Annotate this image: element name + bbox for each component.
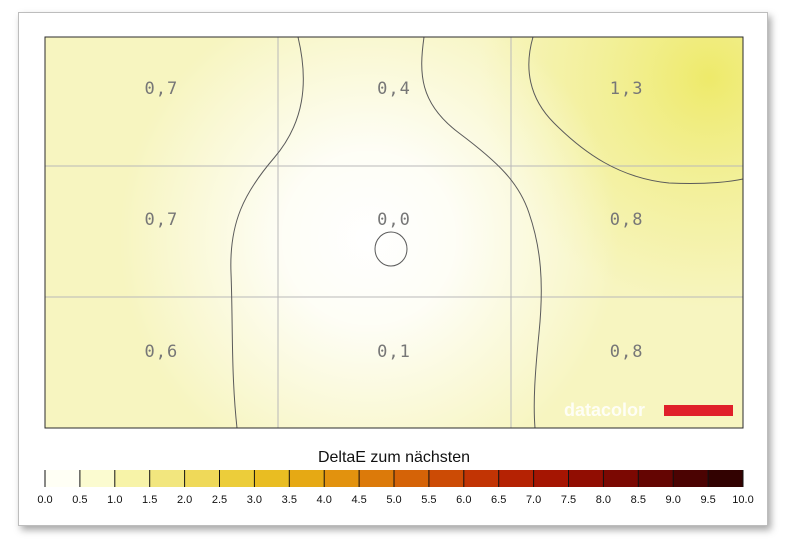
colorbar-tick-label-10: 5.0 bbox=[386, 494, 401, 506]
colorbar-swatch-2 bbox=[114, 470, 151, 487]
colorbar-swatch-8 bbox=[324, 470, 360, 487]
colorbar-tick-label-19: 9.5 bbox=[700, 494, 715, 506]
chart-frame: 0,7 0,4 1,3 0,7 0,0 0,8 0,6 0,1 0,8 datacolor De… bbox=[18, 12, 768, 526]
colorbar-swatch-16 bbox=[603, 470, 639, 487]
colorbar-swatch-13 bbox=[498, 470, 535, 487]
colorbar-tick-label-5: 2.5 bbox=[212, 494, 227, 506]
colorbar-tick-label-9: 4.5 bbox=[351, 494, 366, 506]
contour-left bbox=[230, 37, 304, 428]
colorbar-swatch-17 bbox=[638, 470, 674, 487]
colorbar-tick-label-20: 10.0 bbox=[732, 494, 753, 506]
colorbar-tick-label-11: 5.5 bbox=[421, 494, 436, 506]
colorbar-title: DeltaE zum nächsten bbox=[318, 449, 470, 466]
colorbar-tick-label-14: 7.0 bbox=[526, 494, 541, 506]
colorbar-tick-label-6: 3.0 bbox=[247, 494, 262, 506]
colorbar-swatch-0 bbox=[45, 470, 81, 487]
colorbar-tick-label-7: 3.5 bbox=[282, 494, 297, 506]
colorbar-swatch-9 bbox=[359, 470, 395, 487]
grid-lines bbox=[45, 37, 743, 428]
cell-value-r1-c3: 1,3 bbox=[610, 79, 644, 99]
cell-values: 0,7 0,4 1,3 0,7 0,0 0,8 0,6 0,1 0,8 bbox=[144, 79, 644, 362]
colorbar-swatch-4 bbox=[184, 470, 220, 487]
colorbar-tick-label-12: 6.0 bbox=[456, 494, 471, 506]
cell-value-r1-c2: 0,4 bbox=[377, 79, 411, 99]
cell-value-r2-c2: 0,0 bbox=[377, 210, 411, 230]
colorbar-tick-label-16: 8.0 bbox=[596, 494, 611, 506]
uniformity-chart: 0,7 0,4 1,3 0,7 0,0 0,8 0,6 0,1 0,8 datacolor De… bbox=[37, 36, 754, 506]
cell-value-r3-c1: 0,6 bbox=[144, 342, 178, 362]
colorbar-swatch-5 bbox=[219, 470, 255, 487]
contour-right bbox=[421, 37, 542, 428]
colorbar-tick-label-1: 0.5 bbox=[72, 494, 87, 506]
cell-value-r2-c1: 0,7 bbox=[144, 210, 178, 230]
colorbar-swatch-11 bbox=[428, 470, 465, 487]
colorbar-swatch-1 bbox=[79, 470, 116, 487]
colorbar-tick-label-8: 4.0 bbox=[317, 494, 332, 506]
colorbar-swatch-6 bbox=[254, 470, 290, 487]
colorbar-swatch-12 bbox=[463, 470, 500, 487]
colorbar-swatch-19 bbox=[708, 470, 744, 487]
colorbar-tick-label-13: 6.5 bbox=[491, 494, 506, 506]
colorbar-tick-label-2: 1.0 bbox=[107, 494, 122, 506]
colorbar-swatch-7 bbox=[289, 470, 325, 487]
colorbar-swatch-14 bbox=[533, 470, 569, 487]
cell-value-r1-c1: 0,7 bbox=[144, 79, 178, 99]
cell-value-r3-c2: 0,1 bbox=[377, 342, 411, 362]
plot-border bbox=[44, 36, 744, 429]
brand-logo-text: datacolor bbox=[564, 400, 645, 420]
colorbar-tick-label-3: 1.5 bbox=[142, 494, 157, 506]
colorbar: 0.0 0.5 1.0 1.5 2.0 2.5 3.0 3.5 4.0 4.5 5.0 5.5 6.0 6… bbox=[37, 470, 754, 506]
cell-value-r2-c3: 0,8 bbox=[610, 210, 644, 230]
colorbar-tick-label-18: 9.0 bbox=[666, 494, 681, 506]
colorbar-tick-label-4: 2.0 bbox=[177, 494, 192, 506]
colorbar-swatch-10 bbox=[394, 470, 430, 487]
colorbar-tick-label-15: 7.5 bbox=[561, 494, 576, 506]
colorbar-swatch-18 bbox=[673, 470, 709, 487]
contour-lines bbox=[230, 37, 743, 428]
contour-center bbox=[374, 231, 408, 267]
contour-topright bbox=[528, 37, 743, 185]
heatmap-area: 0,7 0,4 1,3 0,7 0,0 0,8 0,6 0,1 0,8 datacolor bbox=[45, 37, 743, 428]
brand-accent-bar bbox=[664, 405, 733, 416]
cell-value-r3-c3: 0,8 bbox=[610, 342, 644, 362]
colorbar-tick-label-17: 8.5 bbox=[631, 494, 646, 506]
colorbar-swatch-15 bbox=[568, 470, 604, 487]
colorbar-swatch-3 bbox=[149, 470, 186, 487]
colorbar-tick-label-0: 0.0 bbox=[37, 494, 52, 506]
